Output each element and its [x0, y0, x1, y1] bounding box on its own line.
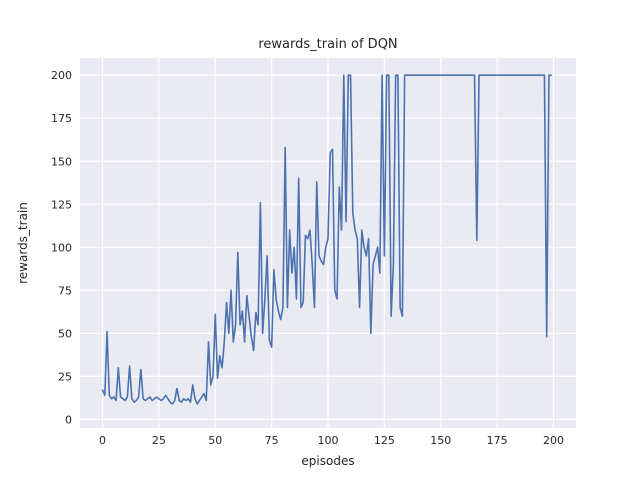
y-tick-label: 50 — [58, 327, 72, 340]
y-tick-label: 100 — [51, 241, 72, 254]
line-series — [101, 74, 553, 405]
y-axis-label: rewards_train — [16, 202, 30, 284]
x-tick-label: 100 — [318, 434, 339, 447]
x-axis-label: episodes — [301, 454, 354, 468]
x-tick-label: 150 — [430, 434, 451, 447]
y-tick-labels: 0 25 50 75 100 125 150 175 200 — [51, 69, 72, 426]
x-tick-label: 75 — [265, 434, 279, 447]
rewards-line — [101, 74, 553, 405]
y-tick-label: 25 — [58, 370, 72, 383]
gridlines — [80, 58, 576, 428]
y-tick-label: 150 — [51, 155, 72, 168]
x-tick-label: 200 — [543, 434, 564, 447]
chart-title: rewards_train of DQN — [258, 37, 397, 52]
y-tick-label: 175 — [51, 112, 72, 125]
y-tick-label: 75 — [58, 284, 72, 297]
y-tick-label: 200 — [51, 69, 72, 82]
x-tick-label: 25 — [152, 434, 166, 447]
x-tick-label: 125 — [374, 434, 395, 447]
x-tick-label: 175 — [487, 434, 508, 447]
x-tick-label: 0 — [99, 434, 106, 447]
y-tick-label: 0 — [65, 413, 72, 426]
y-tick-label: 125 — [51, 198, 72, 211]
x-tick-labels: 0 25 50 75 100 125 150 175 200 — [99, 434, 564, 447]
x-tick-label: 50 — [208, 434, 222, 447]
